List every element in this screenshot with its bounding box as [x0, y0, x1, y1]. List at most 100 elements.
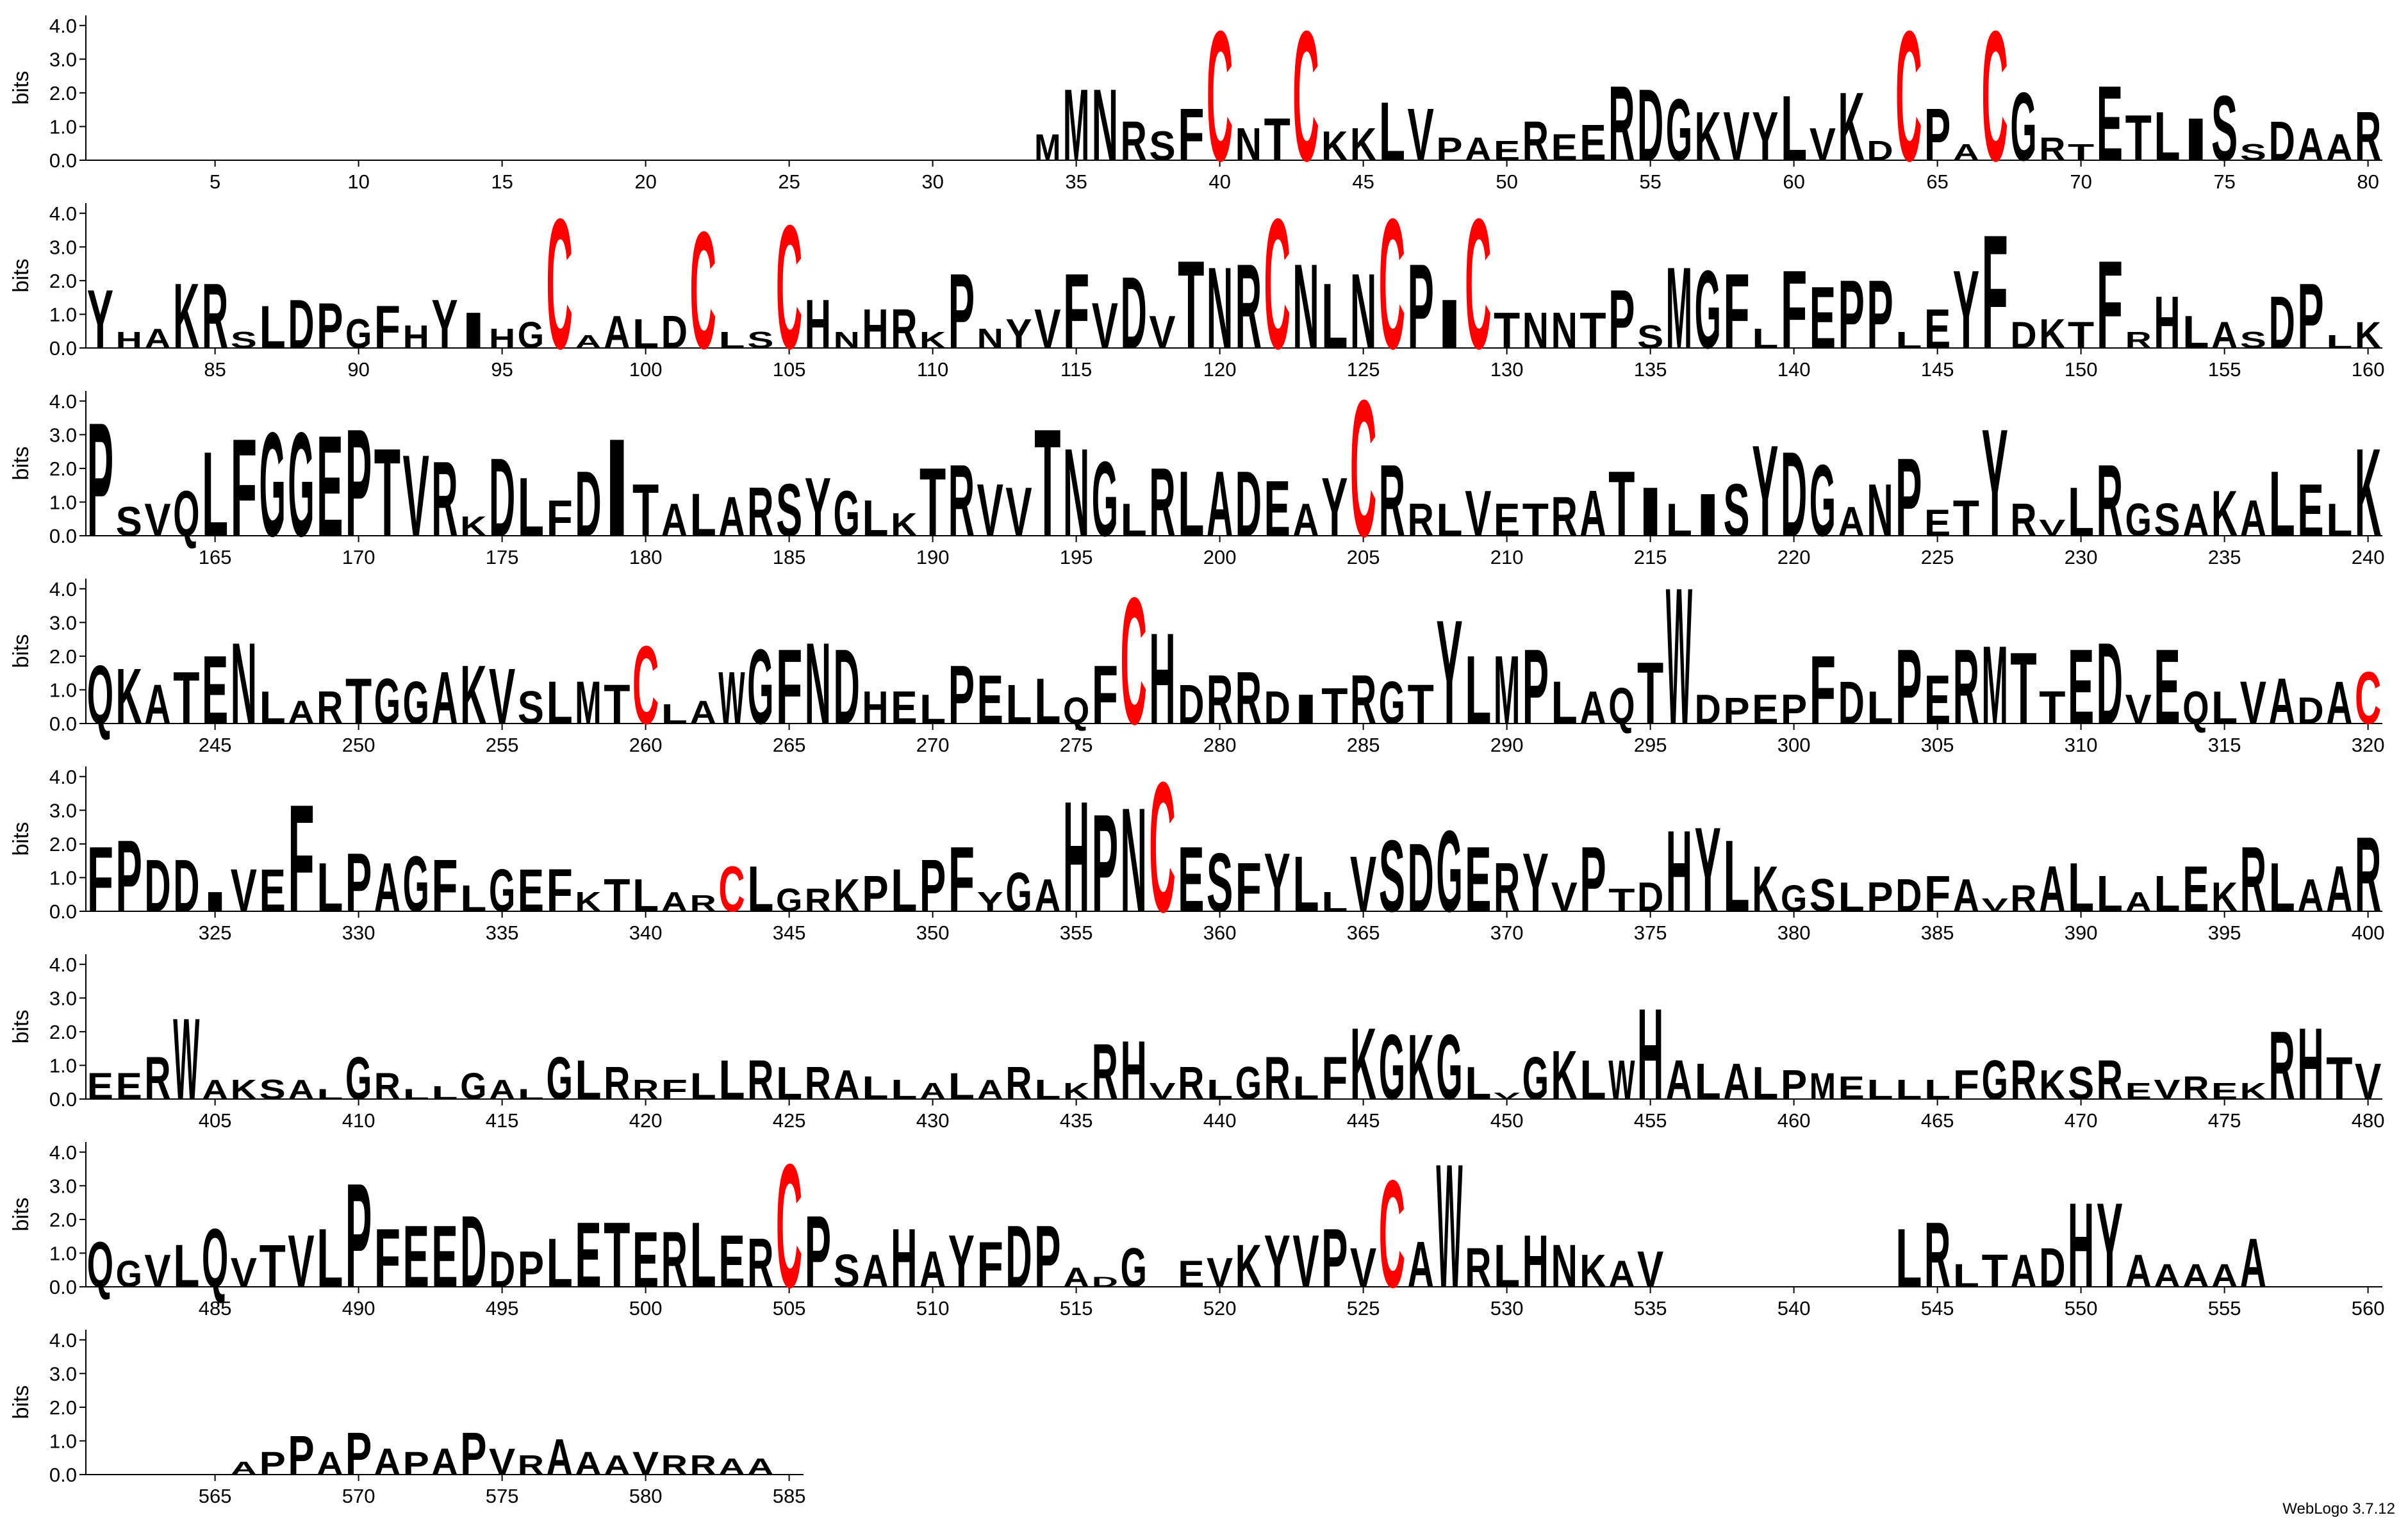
logo-letter: L	[317, 1211, 343, 1305]
logo-letter: E	[431, 1207, 458, 1305]
logo-letter: H	[489, 324, 515, 354]
logo-letter: N	[1350, 251, 1376, 371]
logo-letter: F	[1810, 635, 1836, 745]
logo-letter: R	[690, 891, 716, 916]
logo-letter: V	[1551, 873, 1578, 920]
logo-letter: P	[345, 398, 372, 569]
y-tick-label: 4.0	[49, 1329, 77, 1352]
logo-letter: R	[2125, 327, 2152, 353]
logo-letter: N	[1092, 68, 1118, 182]
logo-letter: C	[1379, 179, 1405, 387]
x-tick-label: 215	[1634, 546, 1667, 568]
logo-letter: F	[288, 773, 314, 945]
logo-letter: T	[1034, 398, 1060, 569]
logo-letter: Y	[948, 1220, 975, 1303]
logo-letter: A	[2182, 493, 2209, 545]
logo-letter: P	[1608, 272, 1635, 366]
logo-letter: E	[1494, 493, 1520, 545]
logo-letter: R	[2355, 97, 2381, 176]
logo-letter: G	[460, 1066, 486, 1107]
x-tick-label: 450	[1490, 1109, 1524, 1132]
x-tick-label: 115	[1060, 358, 1092, 381]
x-tick-label: 100	[629, 358, 663, 381]
logo-letter: P	[1723, 691, 1749, 732]
y-tick-label: 1.0	[49, 303, 77, 326]
x-tick-label: 575	[486, 1485, 519, 1507]
logo-letter: C	[776, 188, 802, 385]
logo-letter: A	[1465, 131, 1491, 168]
x-tick-label: 305	[1921, 734, 1954, 756]
y-tick-label: 1.0	[49, 679, 77, 701]
logo-letter: E	[2097, 63, 2123, 183]
logo-letter: E	[1494, 136, 1520, 167]
y-tick-label: 0.0	[49, 1464, 77, 1486]
x-tick-label: 565	[199, 1485, 232, 1507]
x-tick-label: 400	[2352, 922, 2385, 944]
logo-letter: L	[919, 686, 946, 732]
logo-letter: A	[144, 673, 170, 736]
logo-letter: L	[1781, 76, 1807, 180]
logo-letter: L	[260, 681, 286, 733]
logo-letter: T	[173, 656, 199, 740]
logo-letter: N	[1121, 778, 1147, 943]
x-tick-label: 355	[1060, 922, 1093, 944]
logo-letter: F	[1063, 251, 1089, 371]
logo-letter: L	[1666, 493, 1692, 545]
logo-letter: P	[1838, 260, 1865, 369]
logo-letter: T	[2326, 1045, 2352, 1113]
logo-letter: L	[2182, 306, 2209, 358]
logo-letter: C	[1121, 560, 1147, 763]
logo-letter: S	[1379, 819, 1405, 933]
logo-letter: L	[1867, 1075, 1893, 1105]
logo-letter: K	[2355, 315, 2382, 356]
x-tick-label: 35	[1065, 170, 1087, 193]
logo-letter: D	[2297, 691, 2323, 732]
logo-letter: A	[834, 1061, 860, 1108]
x-tick-label: 5	[210, 170, 220, 193]
logo-letter: R	[604, 1057, 630, 1109]
logo-letter: C	[1895, 0, 1922, 199]
logo-letter: A	[2326, 669, 2352, 737]
logo-letter: G	[2125, 493, 2152, 545]
y-tick-label: 4.0	[49, 390, 77, 413]
logo-letter: K	[919, 327, 946, 353]
logo-letter: K	[1235, 1232, 1262, 1300]
logo-letter: D	[2269, 281, 2295, 364]
logo-letter: L	[690, 1203, 716, 1307]
logo-letter: R	[2097, 1048, 2123, 1111]
x-tick-label: 485	[199, 1297, 232, 1319]
logo-letter: E	[1579, 114, 1606, 172]
y-tick-label: 2.0	[49, 458, 77, 480]
logo-letter: K	[1408, 1015, 1434, 1119]
logo-letter: C	[718, 852, 745, 925]
logo-letter: A	[2125, 1245, 2152, 1296]
logo-letter: A	[2326, 852, 2352, 925]
logo-letter: A	[1838, 498, 1865, 545]
logo-letter: A	[1408, 1228, 1434, 1300]
logo-letter: A	[1953, 869, 1979, 921]
logo-letter: P	[1895, 435, 1922, 559]
y-tick-label: 2.0	[49, 270, 77, 292]
logo-letter: L	[2269, 848, 2295, 927]
logo-letter: A	[2182, 1258, 2209, 1295]
logo-letter: R	[1092, 1028, 1118, 1116]
logo-letter: N	[231, 619, 257, 749]
logo-letter: L	[2068, 848, 2094, 927]
logo-letter: G	[1379, 1015, 1405, 1119]
logo-letter: R	[891, 297, 917, 360]
logo-letter: A	[2297, 869, 2323, 921]
logo-letter: G	[345, 310, 372, 357]
x-tick-label: 325	[199, 922, 232, 944]
logo-letter: N	[805, 619, 831, 749]
logo-letter: A	[690, 695, 716, 731]
logo-letter: V	[2240, 669, 2266, 737]
logo-letter: R	[2010, 493, 2036, 545]
x-tick-label: 455	[1634, 1109, 1667, 1132]
logo-letter: K	[2211, 873, 2238, 920]
x-tick-label: 335	[486, 922, 519, 944]
y-tick-label: 0.0	[49, 900, 77, 923]
x-tick-label: 120	[1203, 358, 1237, 381]
logo-letter: M	[1666, 244, 1692, 374]
logo-letter: T	[2125, 101, 2152, 174]
logo-letter: E	[1810, 268, 1836, 367]
